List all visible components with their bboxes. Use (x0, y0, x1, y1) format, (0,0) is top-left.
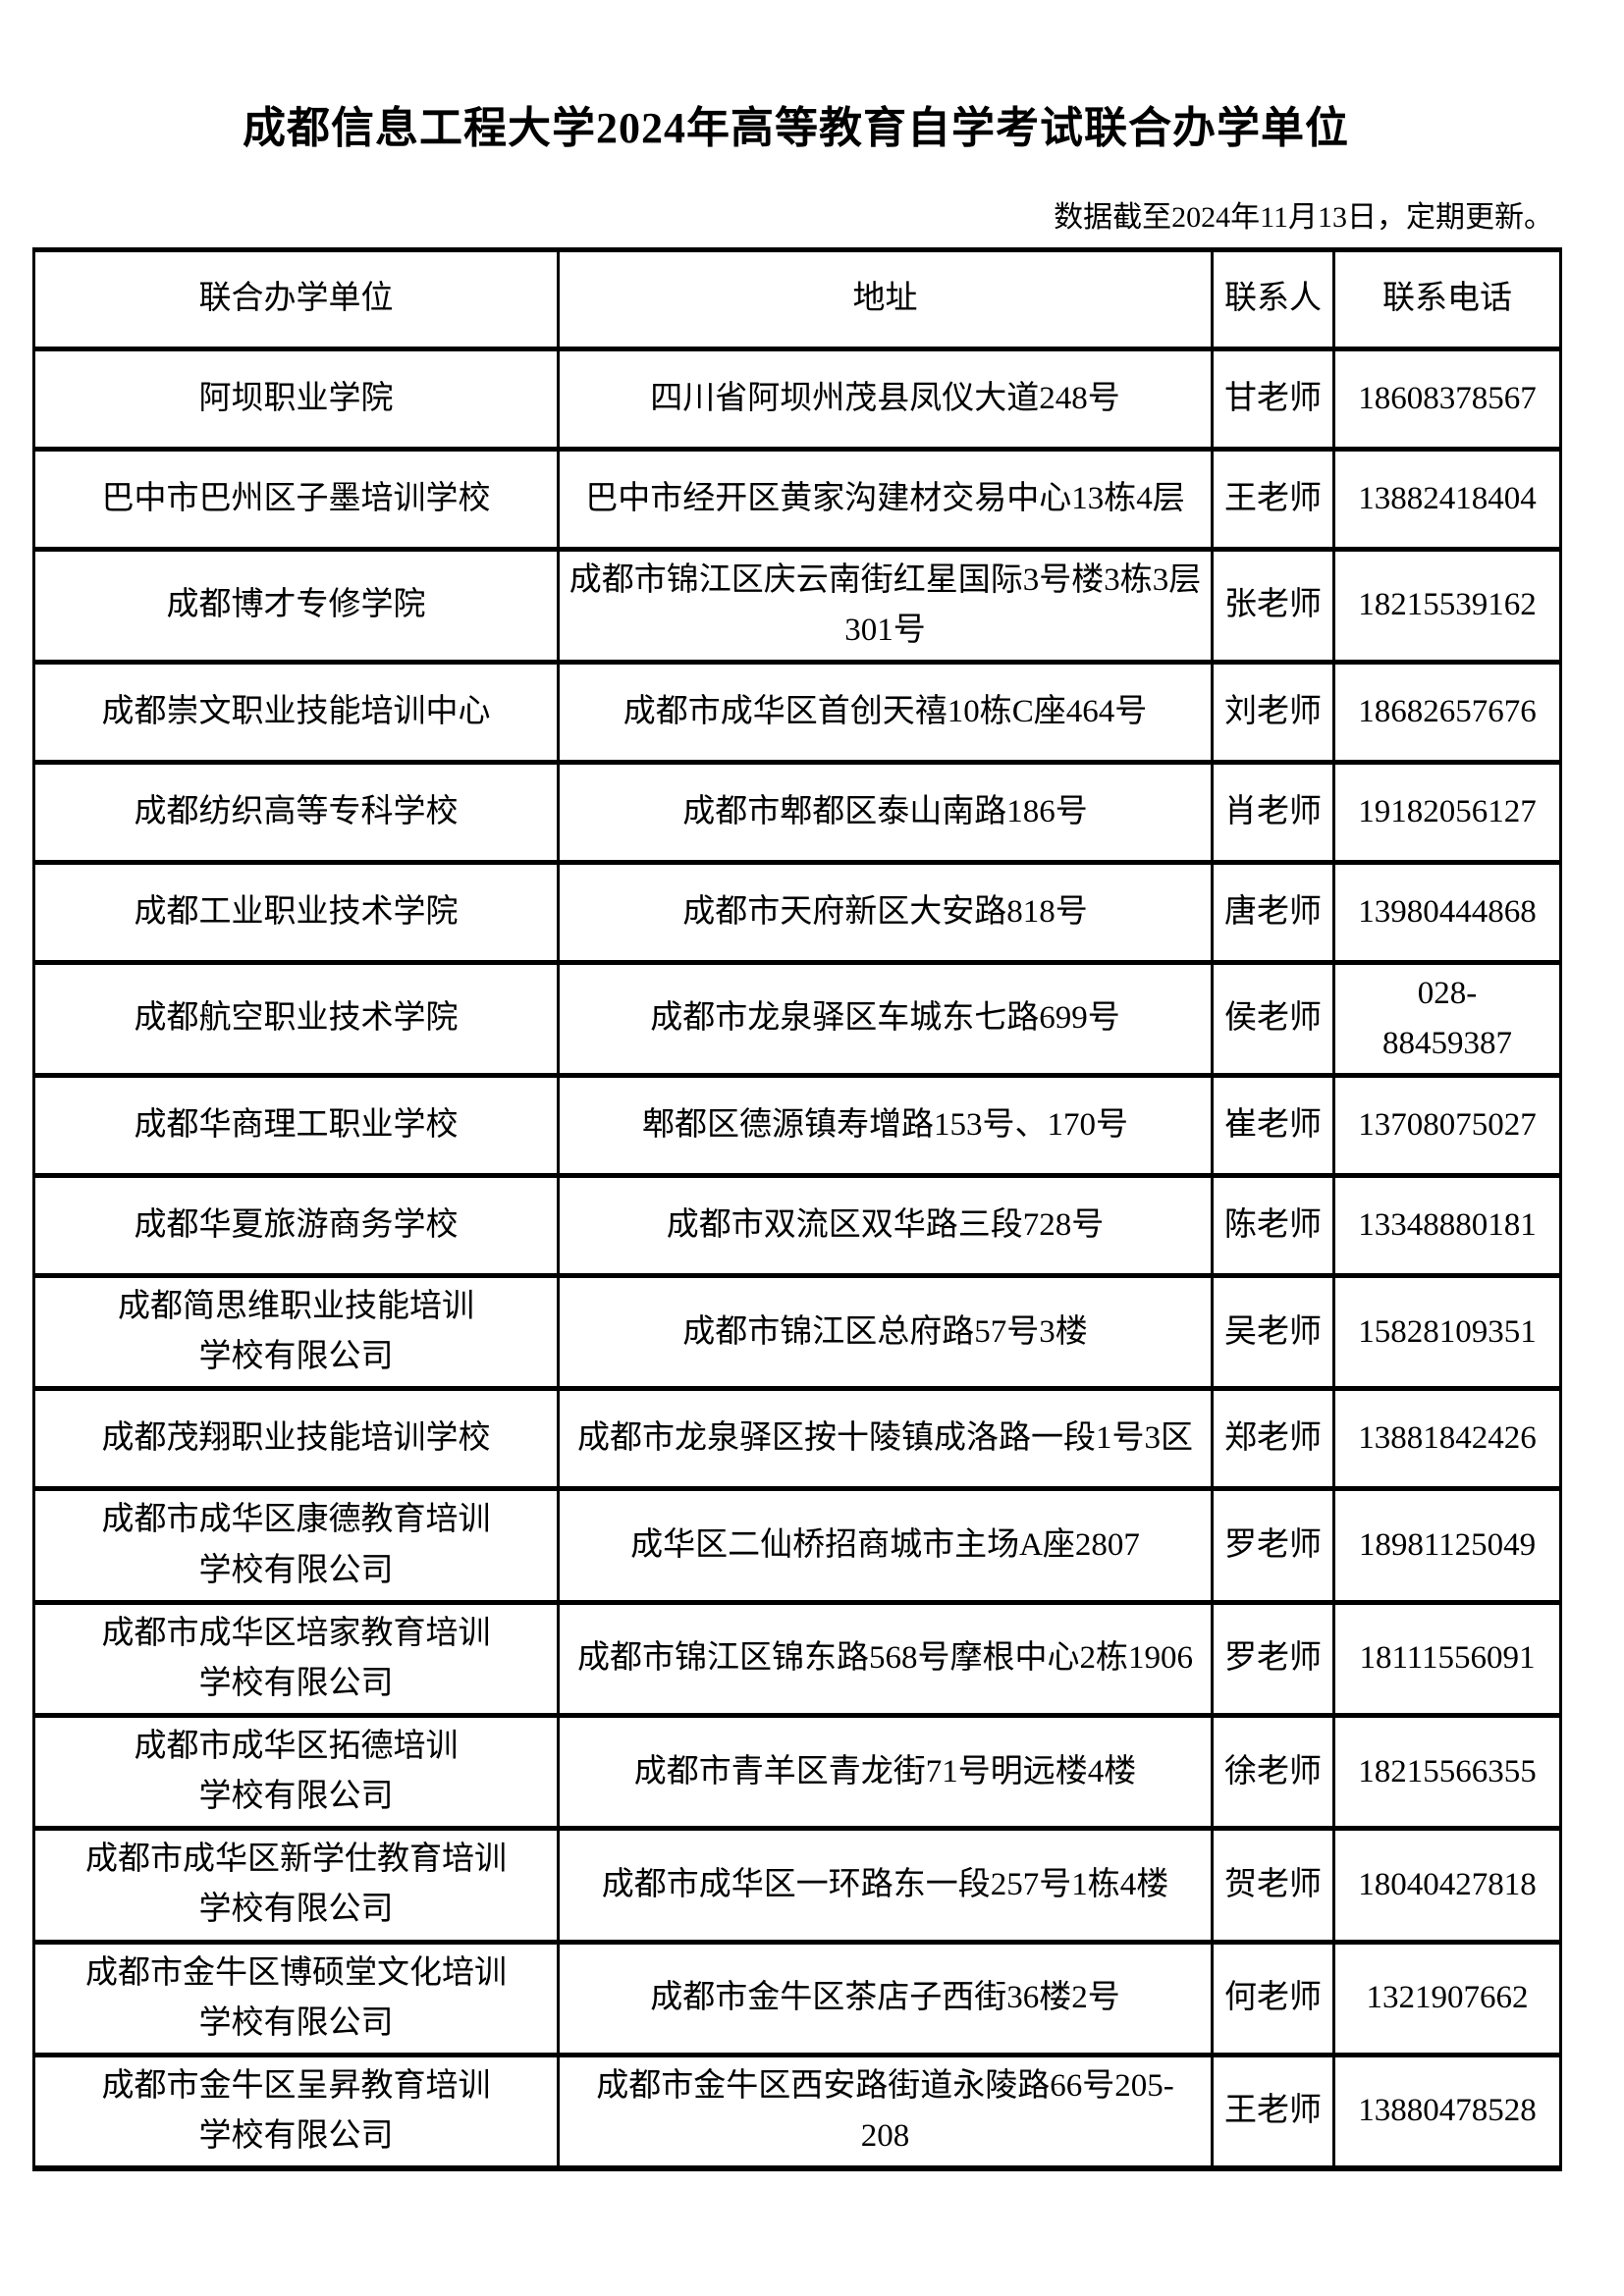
contact-cell: 王老师 (1211, 446, 1335, 552)
table-row: 成都航空职业技术学院 成都市龙泉驿区车城东七路699号 侯老师 028- 884… (32, 959, 1562, 1079)
address-cell: 成都市锦江区锦东路568号摩根中心2栋1906 (557, 1599, 1214, 1719)
contact-cell: 王老师 (1211, 2052, 1335, 2172)
address-cell: 郫都区德源镇寿增路153号、170号 (557, 1073, 1214, 1179)
address-cell: 成都市天府新区大安路818号 (557, 859, 1214, 965)
header-row: 联合办学单位 地址 联系人 联系电话 (32, 246, 1562, 351)
table-row: 成都茂翔职业技能培训学校 成都市龙泉驿区按十陵镇成洛路一段1号3区 郑老师 13… (32, 1386, 1562, 1492)
header-phone: 联系电话 (1332, 246, 1562, 351)
contact-cell: 吴老师 (1211, 1273, 1335, 1392)
unit-cell: 阿坝职业学院 (32, 346, 560, 452)
unit-cell: 成都市金牛区博硕堂文化培训 学校有限公司 (32, 1939, 560, 2057)
address-cell: 成都市双流区双华路三段728号 (557, 1173, 1214, 1279)
phone-cell: 15828109351 (1332, 1273, 1562, 1392)
address-cell: 成都市金牛区茶店子西街36楼2号 (557, 1939, 1214, 2057)
unit-cell: 成都崇文职业技能培训中心 (32, 659, 560, 765)
phone-cell: 13882418404 (1332, 446, 1562, 552)
contact-cell: 陈老师 (1211, 1173, 1335, 1279)
contact-cell: 郑老师 (1211, 1386, 1335, 1492)
contact-cell: 张老师 (1211, 546, 1335, 665)
phone-cell: 13708075027 (1332, 1073, 1562, 1179)
unit-cell: 成都市成华区新学仕教育培训 学校有限公司 (32, 1826, 560, 1945)
data-cutoff-note: 数据截至2024年11月13日，定期更新。 (1054, 200, 1553, 234)
header-address: 地址 (557, 246, 1214, 351)
unit-cell: 成都航空职业技术学院 (32, 959, 560, 1079)
contact-cell: 罗老师 (1211, 1486, 1335, 1605)
unit-cell: 成都工业职业技术学院 (32, 859, 560, 965)
unit-cell: 成都市金牛区呈昇教育培训 学校有限公司 (32, 2052, 560, 2172)
phone-cell: 1321907662 (1332, 1939, 1562, 2057)
phone-cell: 18111556091 (1332, 1599, 1562, 1719)
unit-cell: 巴中市巴州区子墨培训学校 (32, 446, 560, 552)
phone-cell: 13880478528 (1332, 2052, 1562, 2172)
table-row: 成都华夏旅游商务学校 成都市双流区双华路三段728号 陈老师 133488801… (32, 1173, 1562, 1279)
address-cell: 成都市龙泉驿区车城东七路699号 (557, 959, 1214, 1079)
address-cell: 成都市青羊区青龙街71号明远楼4楼 (557, 1712, 1214, 1832)
table-header: 联合办学单位 地址 联系人 联系电话 (32, 246, 1562, 351)
unit-cell: 成都市成华区培家教育培训 学校有限公司 (32, 1599, 560, 1719)
unit-cell: 成都纺织高等专科学校 (32, 759, 560, 865)
phone-cell: 18608378567 (1332, 346, 1562, 452)
address-cell: 成都市郫都区泰山南路186号 (557, 759, 1214, 865)
address-cell: 四川省阿坝州茂县凤仪大道248号 (557, 346, 1214, 452)
partner-units-table: 联合办学单位 地址 联系人 联系电话 阿坝职业学院 四川省阿坝州茂县凤仪大道24… (32, 246, 1562, 2172)
address-cell: 成都市龙泉驿区按十陵镇成洛路一段1号3区 (557, 1386, 1214, 1492)
table-row: 成都市成华区康德教育培训 学校有限公司 成华区二仙桥招商城市主场A座2807 罗… (32, 1486, 1562, 1605)
contact-cell: 徐老师 (1211, 1712, 1335, 1832)
phone-cell: 19182056127 (1332, 759, 1562, 865)
table-row: 成都市金牛区博硕堂文化培训 学校有限公司 成都市金牛区茶店子西街36楼2号 何老… (32, 1939, 1562, 2057)
address-cell: 巴中市经开区黄家沟建材交易中心13栋4层 (557, 446, 1214, 552)
unit-cell: 成都博才专修学院 (32, 546, 560, 665)
address-cell: 成都市锦江区庆云南街红星国际3号楼3栋3层 301号 (557, 546, 1214, 665)
phone-cell: 18981125049 (1332, 1486, 1562, 1605)
phone-cell: 13881842426 (1332, 1386, 1562, 1492)
table-body: 阿坝职业学院 四川省阿坝州茂县凤仪大道248号 甘老师 18608378567 … (32, 346, 1562, 2172)
header-unit: 联合办学单位 (32, 246, 560, 351)
contact-cell: 贺老师 (1211, 1826, 1335, 1945)
address-cell: 成都市成华区一环路东一段257号1栋4楼 (557, 1826, 1214, 1945)
unit-cell: 成都华夏旅游商务学校 (32, 1173, 560, 1279)
table-row: 成都博才专修学院 成都市锦江区庆云南街红星国际3号楼3栋3层 301号 张老师 … (32, 546, 1562, 665)
phone-cell: 13348880181 (1332, 1173, 1562, 1279)
table-row: 阿坝职业学院 四川省阿坝州茂县凤仪大道248号 甘老师 18608378567 (32, 346, 1562, 452)
phone-cell: 13980444868 (1332, 859, 1562, 965)
table-row: 巴中市巴州区子墨培训学校 巴中市经开区黄家沟建材交易中心13栋4层 王老师 13… (32, 446, 1562, 552)
page-title: 成都信息工程大学2024年高等教育自学考试联合办学单位 (243, 104, 1349, 152)
address-cell: 成都市锦江区总府路57号3楼 (557, 1273, 1214, 1392)
contact-cell: 崔老师 (1211, 1073, 1335, 1179)
table-row: 成都华商理工职业学校 郫都区德源镇寿增路153号、170号 崔老师 137080… (32, 1073, 1562, 1179)
contact-cell: 何老师 (1211, 1939, 1335, 2057)
table-row: 成都工业职业技术学院 成都市天府新区大安路818号 唐老师 1398044486… (32, 859, 1562, 965)
address-cell: 成华区二仙桥招商城市主场A座2807 (557, 1486, 1214, 1605)
address-cell: 成都市金牛区西安路街道永陵路66号205- 208 (557, 2052, 1214, 2172)
contact-cell: 甘老师 (1211, 346, 1335, 452)
table-row: 成都简思维职业技能培训 学校有限公司 成都市锦江区总府路57号3楼 吴老师 15… (32, 1273, 1562, 1392)
phone-cell: 18040427818 (1332, 1826, 1562, 1945)
contact-cell: 刘老师 (1211, 659, 1335, 765)
table-row: 成都崇文职业技能培训中心 成都市成华区首创天禧10栋C座464号 刘老师 186… (32, 659, 1562, 765)
unit-cell: 成都华商理工职业学校 (32, 1073, 560, 1179)
table-row: 成都市成华区培家教育培训 学校有限公司 成都市锦江区锦东路568号摩根中心2栋1… (32, 1599, 1562, 1719)
header-contact: 联系人 (1211, 246, 1335, 351)
table-row: 成都市成华区拓德培训 学校有限公司 成都市青羊区青龙街71号明远楼4楼 徐老师 … (32, 1712, 1562, 1832)
unit-cell: 成都市成华区拓德培训 学校有限公司 (32, 1712, 560, 1832)
contact-cell: 侯老师 (1211, 959, 1335, 1079)
unit-cell: 成都茂翔职业技能培训学校 (32, 1386, 560, 1492)
phone-cell: 18215539162 (1332, 546, 1562, 665)
contact-cell: 唐老师 (1211, 859, 1335, 965)
phone-cell: 028- 88459387 (1332, 959, 1562, 1079)
unit-cell: 成都简思维职业技能培训 学校有限公司 (32, 1273, 560, 1392)
contact-cell: 罗老师 (1211, 1599, 1335, 1719)
address-cell: 成都市成华区首创天禧10栋C座464号 (557, 659, 1214, 765)
phone-cell: 18682657676 (1332, 659, 1562, 765)
unit-cell: 成都市成华区康德教育培训 学校有限公司 (32, 1486, 560, 1605)
table-row: 成都市金牛区呈昇教育培训 学校有限公司 成都市金牛区西安路街道永陵路66号205… (32, 2052, 1562, 2172)
table-row: 成都纺织高等专科学校 成都市郫都区泰山南路186号 肖老师 1918205612… (32, 759, 1562, 865)
table-row: 成都市成华区新学仕教育培训 学校有限公司 成都市成华区一环路东一段257号1栋4… (32, 1826, 1562, 1945)
contact-cell: 肖老师 (1211, 759, 1335, 865)
phone-cell: 18215566355 (1332, 1712, 1562, 1832)
